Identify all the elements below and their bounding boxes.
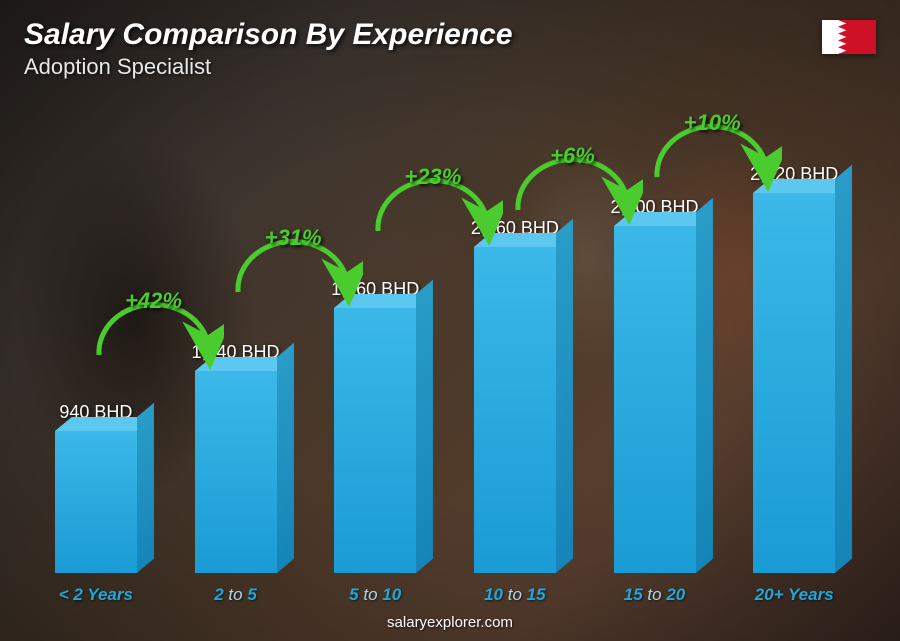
bar (195, 371, 277, 573)
bar-group: 2,160 BHD 10 to 15 (459, 120, 571, 573)
x-axis-label: 10 to 15 (484, 585, 546, 605)
bar (334, 308, 416, 573)
bar-group: 1,340 BHD 2 to 5 (180, 120, 292, 573)
x-axis-label: 5 to 10 (349, 585, 401, 605)
bar (753, 193, 835, 573)
header: Salary Comparison By Experience Adoption… (24, 18, 876, 80)
x-axis-label: 15 to 20 (624, 585, 686, 605)
bar-group: 1,760 BHD 5 to 10 (319, 120, 431, 573)
x-axis-label: 2 to 5 (214, 585, 257, 605)
x-axis-label: < 2 Years (59, 585, 133, 605)
bar (614, 226, 696, 573)
x-axis-label: 20+ Years (755, 585, 834, 605)
chart-title: Salary Comparison By Experience (24, 18, 876, 52)
bar-group: 2,520 BHD 20+ Years (738, 120, 850, 573)
footer-attribution: salaryexplorer.com (0, 614, 900, 631)
bar-group: 2,300 BHD 15 to 20 (599, 120, 711, 573)
chart-subtitle: Adoption Specialist (24, 54, 876, 80)
bar (474, 247, 556, 573)
bar (55, 431, 137, 573)
bahrain-flag-icon (822, 20, 876, 54)
bar-chart: 940 BHD < 2 Years 1,340 BHD 2 to 5 1,760… (40, 120, 850, 573)
bar-group: 940 BHD < 2 Years (40, 120, 152, 573)
